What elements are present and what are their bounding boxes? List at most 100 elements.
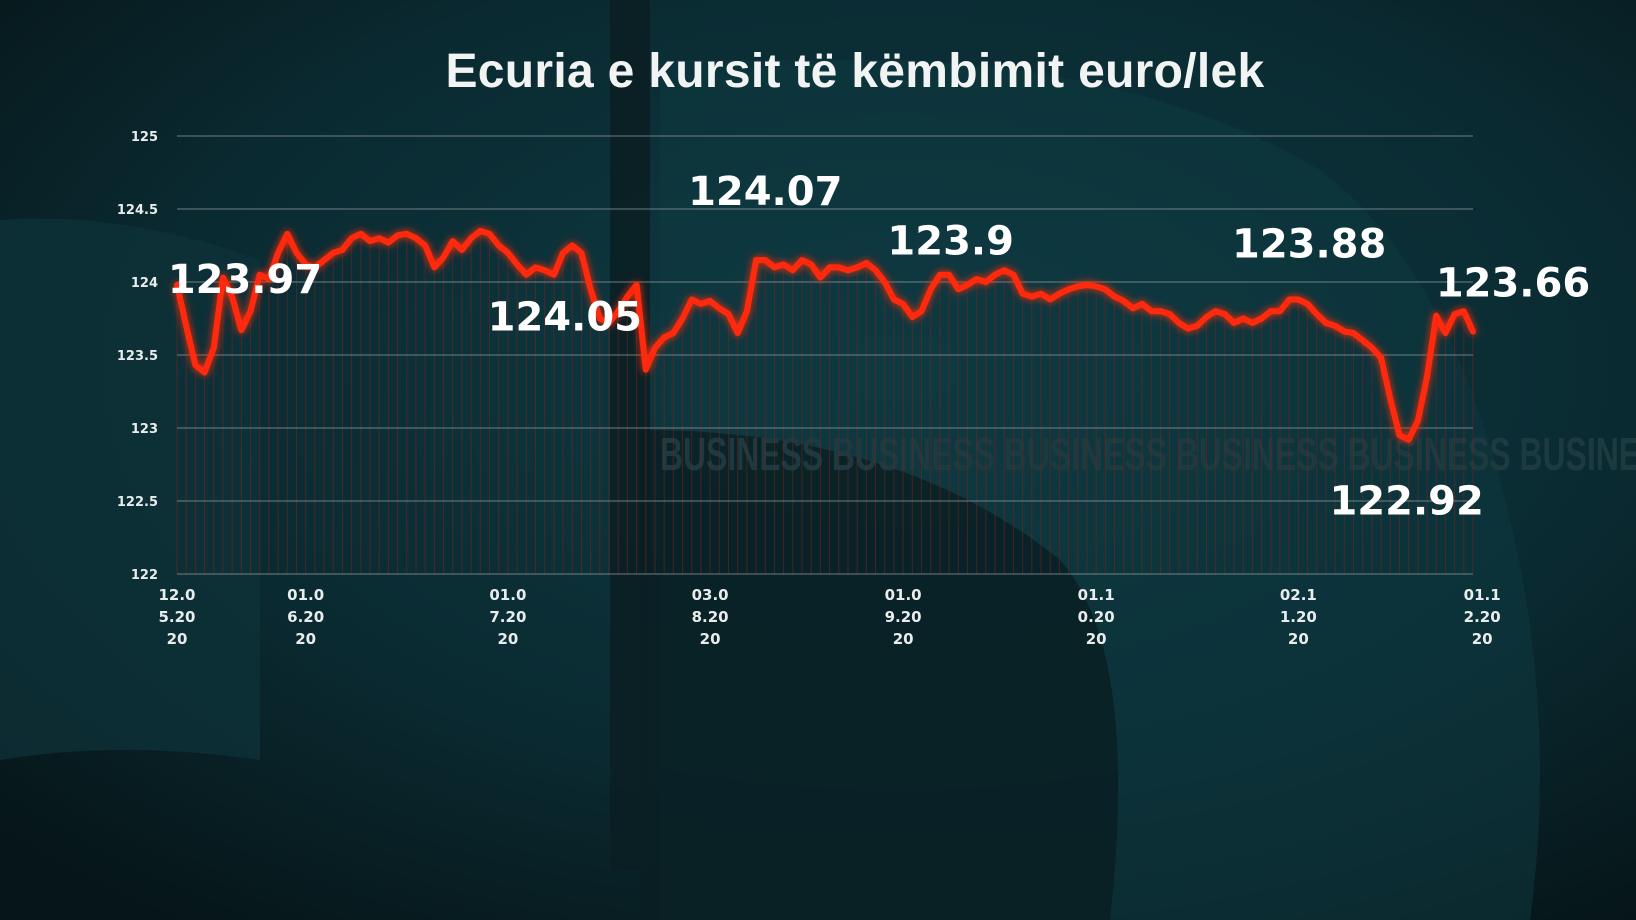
data-point: [616, 309, 620, 313]
x-tick-label-line: 02.1: [1280, 586, 1317, 604]
data-point: [1250, 321, 1254, 325]
data-point: [313, 265, 317, 269]
gridlines: [177, 135, 1473, 575]
data-point: [533, 265, 537, 269]
data-point: [671, 331, 675, 335]
x-tick-label-line: 20: [497, 630, 518, 648]
data-point: [230, 295, 234, 299]
data-point: [800, 258, 804, 262]
data-point: [938, 273, 942, 277]
data-point: [304, 262, 308, 266]
data-point: [1149, 309, 1153, 313]
y-tick-label: 122: [131, 568, 158, 583]
data-label: 123.88: [1232, 222, 1386, 268]
data-point: [837, 265, 841, 269]
data-point: [1186, 327, 1190, 331]
data-point: [1094, 284, 1098, 288]
data-point: [956, 287, 960, 291]
x-tick-label-line: 01.0: [489, 586, 526, 604]
data-point: [579, 251, 583, 255]
y-axis-ticks: 122 122.5 123 123.5 124 124.5 125: [117, 130, 158, 583]
y-tick-label: 125: [131, 130, 158, 145]
data-point: [1085, 283, 1089, 287]
data-point: [635, 283, 639, 287]
data-point: [478, 229, 482, 233]
data-point: [855, 265, 859, 269]
data-point: [1397, 433, 1401, 437]
data-point: [488, 232, 492, 236]
data-point: [561, 251, 565, 255]
data-point: [249, 309, 253, 313]
data-point: [368, 239, 372, 243]
data-point: [681, 317, 685, 320]
data-point: [1122, 299, 1126, 303]
data-point: [184, 324, 188, 328]
data-point: [276, 251, 280, 255]
data-point: [359, 232, 363, 236]
data-point: [175, 283, 179, 287]
x-tick-label-line: 01.1: [1078, 586, 1115, 604]
data-point: [1177, 321, 1181, 325]
data-point: [653, 346, 657, 350]
data-point: [552, 273, 556, 277]
y-tick-label: 123.5: [117, 349, 158, 364]
data-point: [1140, 302, 1144, 306]
data-point: [828, 265, 832, 269]
data-point: [203, 371, 207, 375]
data-point: [772, 265, 776, 269]
data-point: [350, 236, 354, 240]
chart-title: Ecuria e kursit të këmbimit euro/lek: [445, 45, 1265, 98]
data-point: [1076, 284, 1080, 288]
data-point: [497, 244, 501, 247]
x-tick-label-line: 20: [167, 630, 188, 648]
x-tick-label: 01.0 9.20 20: [885, 586, 922, 648]
data-point: [818, 276, 822, 280]
x-tick-label: 01.0 6.20 20: [287, 586, 324, 648]
data-point: [1453, 312, 1457, 316]
data-point: [1158, 309, 1162, 313]
data-point: [423, 244, 427, 247]
data-point: [901, 302, 905, 306]
data-point: [285, 232, 289, 236]
data-point: [965, 283, 969, 287]
data-point: [1434, 314, 1438, 318]
data-point: [699, 302, 703, 306]
data-point: [1048, 298, 1052, 302]
data-point: [322, 258, 326, 262]
x-tick-label: 12.0 5.20 20: [158, 586, 195, 648]
x-tick-label-line: 2.20: [1464, 608, 1501, 626]
data-point: [1103, 287, 1107, 291]
data-point: [717, 306, 721, 310]
y-tick-label: 122.5: [117, 495, 158, 510]
data-point: [1407, 438, 1411, 442]
x-tick-label-line: 9.20: [885, 608, 922, 626]
data-point: [763, 258, 767, 262]
data-point: [1030, 295, 1034, 299]
data-point: [1352, 331, 1356, 335]
x-tick-label: 01.1 0.20 20: [1078, 586, 1115, 648]
x-tick-label: 03.0 8.20 20: [692, 586, 729, 648]
x-tick-label-line: 20: [295, 630, 316, 648]
data-point: [910, 315, 914, 319]
data-point: [1443, 331, 1447, 335]
data-point: [1471, 330, 1475, 334]
data-point: [460, 248, 464, 252]
data-point: [442, 255, 446, 259]
x-tick-label-line: 8.20: [692, 608, 729, 626]
data-point: [543, 268, 547, 272]
data-point: [386, 241, 390, 245]
x-tick-label-line: 12.0: [158, 586, 195, 604]
data-point: [644, 368, 648, 372]
data-point: [662, 335, 666, 339]
data-point: [726, 312, 730, 316]
data-label: 124.07: [688, 169, 842, 215]
data-point: [469, 236, 473, 240]
x-tick-label-line: 0.20: [1078, 608, 1115, 626]
data-point: [1113, 295, 1117, 299]
data-point: [1223, 312, 1227, 316]
data-point: [506, 251, 510, 255]
x-tick-label-line: 20: [1288, 630, 1309, 648]
data-point: [193, 363, 197, 367]
data-point: [1011, 273, 1015, 277]
x-tick-label-line: 1.20: [1280, 608, 1317, 626]
